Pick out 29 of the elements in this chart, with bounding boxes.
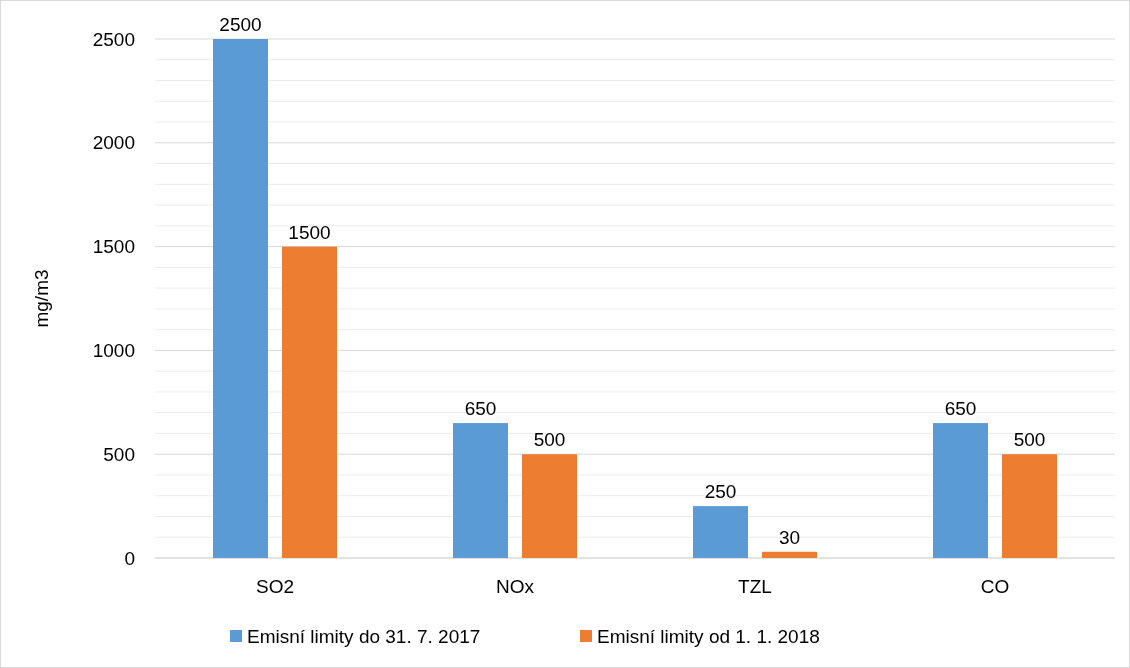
legend-label: Emisní limity do 31. 7. 2017: [247, 625, 481, 647]
y-tick-label: 0: [124, 547, 135, 569]
bar: [282, 246, 337, 558]
data-label: 650: [944, 398, 977, 420]
y-tick-label: 2000: [92, 132, 135, 154]
legend-label: Emisní limity od 1. 1. 2018: [597, 625, 820, 647]
y-tick-label: 500: [103, 443, 135, 465]
data-label: 500: [1013, 429, 1046, 451]
x-tick-label: CO: [980, 576, 1010, 597]
bar: [762, 551, 817, 558]
y-tick-label: 1500: [92, 236, 135, 258]
data-label: 650: [464, 398, 497, 420]
x-tick-label: TZL: [738, 576, 772, 597]
y-tick-label: 1000: [92, 340, 135, 362]
data-label: 30: [778, 526, 801, 548]
y-axis-title: mg/m3: [31, 269, 52, 328]
bar: [1002, 454, 1057, 558]
bar: [693, 506, 748, 558]
y-tick-label: 2500: [92, 28, 135, 50]
x-tick-label: SO2: [255, 576, 295, 597]
data-label: 1500: [288, 221, 331, 243]
bar: [933, 423, 988, 558]
data-label: 2500: [219, 14, 262, 35]
bar: [453, 423, 508, 558]
data-label: 250: [704, 481, 737, 503]
data-label: 500: [533, 429, 566, 451]
x-tick-label: NOx: [496, 576, 535, 597]
bar: [522, 454, 577, 558]
bar: [213, 39, 268, 558]
